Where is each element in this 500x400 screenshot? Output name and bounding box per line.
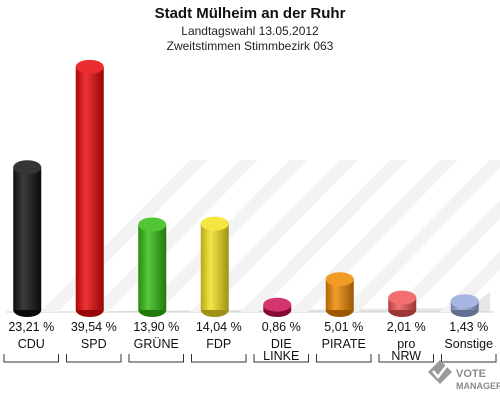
value-labels: 23,21 % 39,54 % 13,90 % 14,04 % 0,86 % 5,01 %… bbox=[8, 320, 488, 334]
category-bracket bbox=[191, 354, 247, 363]
vote-manager-logo: VOTE MANAGER bbox=[428, 360, 500, 391]
ballot-check-icon bbox=[428, 360, 452, 384]
category-label: PIRATE bbox=[322, 337, 366, 351]
bar-spd bbox=[75, 59, 104, 317]
category-label: GRÜNE bbox=[134, 337, 179, 351]
category-label: pro NRW bbox=[391, 337, 421, 363]
category-labels: CDU SPD GRÜNE FDP DIE LINKE PIRATE pro NRW Sonsti… bbox=[3, 337, 497, 363]
value-label: 13,90 % bbox=[133, 320, 179, 334]
category-label: FDP bbox=[206, 337, 231, 351]
chart-subtitle-2: Zweitstimmen Stimmbezirk 063 bbox=[167, 39, 334, 53]
logo-text-vote: VOTE bbox=[456, 368, 486, 380]
bar-cdu bbox=[13, 160, 42, 317]
category-bracket bbox=[378, 354, 434, 363]
bar-pirate bbox=[325, 272, 354, 317]
value-label: 5,01 % bbox=[324, 320, 363, 334]
chart-subtitle: Landtagswahl 13.05.2012 bbox=[181, 24, 319, 38]
background-stripes bbox=[40, 160, 500, 312]
category-bracket bbox=[3, 354, 59, 363]
category-label: SPD bbox=[81, 337, 107, 351]
logo-text-manager: MANAGER bbox=[456, 381, 500, 391]
chart-title: Stadt Mülheim an der Ruhr bbox=[155, 5, 346, 22]
bar-pro-nrw bbox=[388, 290, 417, 317]
value-label: 23,21 % bbox=[8, 320, 54, 334]
bar-fdp bbox=[200, 216, 229, 317]
value-label: 2,01 % bbox=[387, 320, 426, 334]
category-bracket bbox=[441, 354, 497, 363]
category-bracket bbox=[66, 354, 122, 363]
value-label: 0,86 % bbox=[262, 320, 301, 334]
category-bracket bbox=[316, 354, 372, 363]
bars-group bbox=[13, 59, 479, 317]
bar-grüne bbox=[138, 217, 167, 317]
value-label: 14,04 % bbox=[196, 320, 242, 334]
value-label: 39,54 % bbox=[71, 320, 117, 334]
category-label: Sonstige bbox=[444, 337, 493, 351]
bar-die-linke bbox=[263, 297, 292, 317]
value-label: 1,43 % bbox=[449, 320, 488, 334]
category-label: DIE LINKE bbox=[263, 337, 299, 363]
category-bracket bbox=[253, 354, 309, 363]
category-label: CDU bbox=[18, 337, 45, 351]
bar-sonstige bbox=[450, 294, 479, 317]
category-bracket bbox=[128, 354, 184, 363]
